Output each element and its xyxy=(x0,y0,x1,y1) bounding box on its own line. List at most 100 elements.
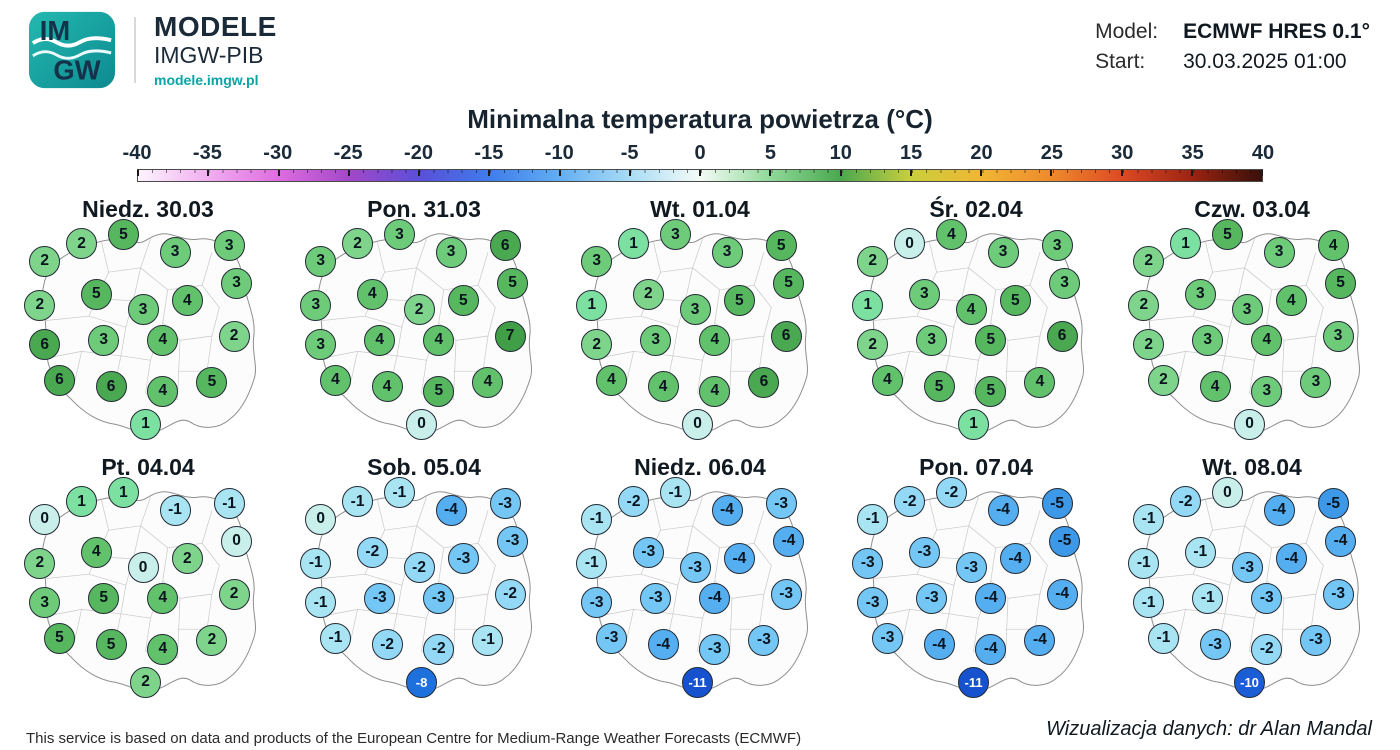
brand-name: MODELE xyxy=(154,10,277,42)
colorbar-tick-label: 0 xyxy=(694,142,706,164)
temp-bubble: -1 xyxy=(1133,503,1165,535)
header-logo-block: IM GW MODELE IMGW-PIB modele.imgw.pl xyxy=(28,10,277,90)
temp-bubble: -4 xyxy=(711,494,743,526)
temp-bubble: 4 xyxy=(935,219,967,251)
temp-bubble: 5 xyxy=(497,267,529,299)
temp-bubble: 0 xyxy=(1234,408,1266,440)
temp-bubble: -1 xyxy=(300,547,332,579)
temp-bubble: 5 xyxy=(723,285,755,317)
temp-bubble: -1 xyxy=(383,477,415,509)
colorbar-tick-mark xyxy=(1261,170,1263,176)
colorbar-tick-label: -10 xyxy=(544,142,574,164)
colorbar-tick-mark xyxy=(558,170,561,176)
map-canvas: 0 1 1 -1 -1 0 2 4 0 2 3 5 4 2 5 5 4 2 2 xyxy=(24,477,271,704)
temp-bubble: 2 xyxy=(24,289,56,321)
colorbar-tick-mark xyxy=(137,170,139,176)
temp-bubble: -1 xyxy=(1133,587,1165,619)
temp-bubble: -2 xyxy=(423,633,455,665)
colorbar-tick-mark xyxy=(1190,170,1193,176)
temp-bubble: 2 xyxy=(218,578,250,610)
temp-bubble: 3 xyxy=(383,219,415,251)
temp-bubble: 4 xyxy=(1024,366,1056,398)
temp-bubble: 3 xyxy=(305,245,337,277)
temp-bubble: 0 xyxy=(406,408,438,440)
temp-bubble: 6 xyxy=(29,329,61,361)
brand-url: modele.imgw.pl xyxy=(154,72,259,89)
map-panel: Pon. 31.03 xyxy=(286,194,562,452)
temp-bubble: 2 xyxy=(342,228,374,260)
map-panel-title: Pt. 04.04 xyxy=(101,454,195,480)
temp-bubble: 1 xyxy=(852,289,884,321)
temp-bubble: 3 xyxy=(640,324,672,356)
colorbar-tick-mark xyxy=(1120,170,1123,176)
temp-bubble: 3 xyxy=(305,329,337,361)
temp-bubble: 5 xyxy=(80,278,112,310)
temp-bubble: -4 xyxy=(975,582,1007,614)
temp-bubble: 1 xyxy=(66,486,98,518)
temp-bubble: 3 xyxy=(127,294,159,326)
temp-bubble: 3 xyxy=(159,236,191,268)
temp-bubble: -1 xyxy=(319,622,351,654)
temp-bubble: -1 xyxy=(659,477,691,509)
temp-bubble: -4 xyxy=(987,494,1019,526)
colorbar-tick-label: 15 xyxy=(900,142,923,164)
temp-bubble: 0 xyxy=(29,503,61,535)
brand-subname: IMGW-PIB xyxy=(154,42,264,69)
temp-bubble: 4 xyxy=(80,536,112,568)
temp-bubble: 4 xyxy=(147,582,179,614)
map-panel-title: Wt. 08.04 xyxy=(1202,454,1302,480)
temp-bubble: 6 xyxy=(95,371,127,403)
temp-bubble: 3 xyxy=(679,294,711,326)
logo-letters-im: IM xyxy=(40,15,70,46)
map-panel-title: Pon. 31.03 xyxy=(367,196,481,222)
temp-bubble: 5 xyxy=(88,582,120,614)
voivodeship-borders xyxy=(1149,497,1324,658)
temp-bubble: 4 xyxy=(955,294,987,326)
temp-bubble: -11 xyxy=(682,666,714,698)
temp-bubble: 0 xyxy=(221,525,253,557)
logo-letters-gw: GW xyxy=(53,54,100,85)
temp-bubble: -3 xyxy=(852,547,884,579)
temp-bubble: -3 xyxy=(748,624,780,656)
temp-bubble: 5 xyxy=(765,230,797,262)
colorbar-tick-mark xyxy=(839,170,842,176)
temp-bubble: 6 xyxy=(43,364,75,396)
temp-bubble: -2 xyxy=(935,477,967,509)
temp-bubble: 1 xyxy=(130,408,162,440)
temp-bubble: -4 xyxy=(999,543,1031,575)
temp-bubble: 3 xyxy=(711,236,743,268)
temp-bubble: 6 xyxy=(1046,320,1078,352)
temp-bubble: 3 xyxy=(1322,320,1354,352)
map-panel: Czw. 03.04 xyxy=(1114,194,1390,452)
map-panel: Niedz. 06.04 xyxy=(562,452,838,710)
temp-bubble: 2 xyxy=(218,320,250,352)
temp-bubble: 4 xyxy=(595,364,627,396)
temp-bubble: 3 xyxy=(1192,324,1224,356)
temp-bubble: -1 xyxy=(1192,582,1224,614)
temp-bubble: -2 xyxy=(1170,486,1202,518)
temp-bubble: 3 xyxy=(1231,294,1263,326)
map-panel-title: Wt. 01.04 xyxy=(650,196,750,222)
temp-bubble: -3 xyxy=(447,543,479,575)
temp-bubble: 2 xyxy=(24,547,56,579)
map-panel: Wt. 08.04 xyxy=(1114,452,1390,710)
map-canvas: -1 -2 0 -4 -5 -4 -1 -1 -3 -4 -1 -1 -3 -3 -1 -3 -2 -3 -10 xyxy=(1128,477,1375,704)
temperature-colorbar: -40 -35 -30 -25 -20 -15 -10 -5 0 5 10 15 20 25 30 35 40 xyxy=(123,142,1275,182)
temp-bubble: 2 xyxy=(403,294,435,326)
temp-bubble: 4 xyxy=(871,364,903,396)
temp-bubble: 3 xyxy=(88,324,120,356)
map-canvas: -1 -2 -1 -4 -3 -4 -1 -3 -3 -4 -3 -3 -4 -3 -3 -4 -3 -3 -11 xyxy=(576,477,823,704)
temp-bubble: 2 xyxy=(1147,364,1179,396)
model-info-block: Model: ECMWF HRES 0.1° Start: 30.03.2025… xyxy=(1095,20,1370,74)
temp-bubble: 2 xyxy=(196,624,228,656)
imgw-logo-icon: IM GW xyxy=(28,11,116,89)
temp-bubble: 4 xyxy=(147,633,179,665)
colorbar-labels: -40 -35 -30 -25 -20 -15 -10 -5 0 5 10 15 20 25 30 35 40 xyxy=(123,142,1275,169)
temp-bubble: 3 xyxy=(659,219,691,251)
temp-bubble: 4 xyxy=(1275,285,1307,317)
temp-bubble: -1 xyxy=(342,486,374,518)
map-panel: Pt. 04.04 xyxy=(10,452,286,710)
temp-bubble: -1 xyxy=(1184,536,1216,568)
map-panel-title: Pon. 07.04 xyxy=(919,454,1033,480)
temp-bubble: 4 xyxy=(1199,371,1231,403)
